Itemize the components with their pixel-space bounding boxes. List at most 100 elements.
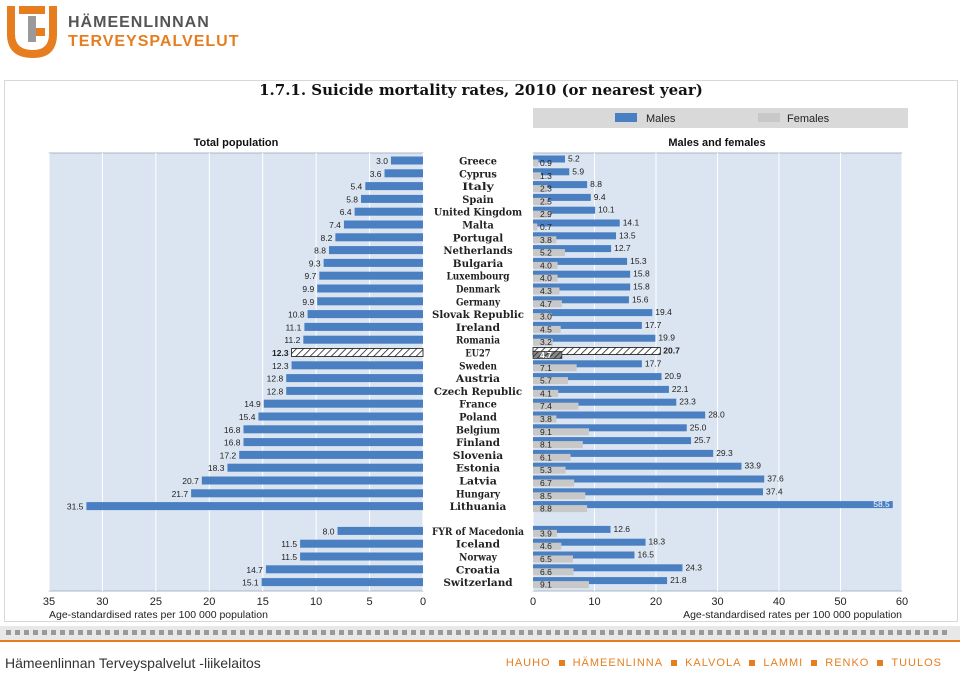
- footer-strip-dot: [816, 630, 821, 635]
- females-bar-value: 4.1: [540, 388, 552, 398]
- males-bar: [533, 219, 620, 227]
- left-bar-value: 9.9: [302, 297, 314, 307]
- footer-strip-dot: [564, 630, 569, 635]
- footer-strip-dot: [186, 630, 191, 635]
- footer-strip-dot: [582, 630, 587, 635]
- footer-strip-dot: [771, 630, 776, 635]
- footer-strip-dot: [618, 630, 623, 635]
- footer-town-label: RENKO: [825, 657, 870, 669]
- footer-strip-dot: [780, 630, 785, 635]
- females-bar-value: 3.8: [540, 235, 552, 245]
- footer-separator-icon: [811, 659, 818, 666]
- left-bar-value: 9.7: [305, 271, 317, 281]
- males-bar-value: 58.5: [873, 499, 890, 509]
- footer-strip-dot: [447, 630, 452, 635]
- males-bar-value: 20.7: [663, 346, 680, 356]
- category-label: Portugal: [453, 232, 503, 244]
- footer-town-label: TUULOS: [891, 657, 942, 669]
- left-x-tick-label: 10: [310, 596, 322, 608]
- footer-strip-dot: [555, 630, 560, 635]
- legend-box: [533, 108, 908, 128]
- males-bar-value: 16.5: [637, 550, 654, 560]
- females-bar: [533, 274, 558, 282]
- females-bar: [533, 581, 589, 589]
- males-bar-value: 24.3: [685, 562, 702, 572]
- left-bar-value: 11.5: [281, 552, 297, 562]
- footer-strip-dot: [33, 630, 38, 635]
- footer-separator-icon: [671, 659, 678, 666]
- males-bar-value: 20.9: [665, 371, 682, 381]
- males-bar: [533, 334, 656, 342]
- footer-divider: [0, 626, 960, 642]
- females-bar: [533, 249, 565, 257]
- males-bar: [533, 257, 628, 265]
- legend-swatch-males: [615, 113, 637, 122]
- footer-strip-dot: [474, 630, 479, 635]
- left-bar: [243, 438, 423, 447]
- footer-strip-dot: [267, 630, 272, 635]
- footer-town-label: KALVOLA: [685, 657, 742, 669]
- footer-town-label: HÄMEENLINNA: [572, 657, 664, 669]
- males-bar: [533, 385, 669, 393]
- females-bar: [533, 466, 566, 474]
- right-x-tick-label: 40: [773, 596, 785, 608]
- left-bar-value: 3.0: [376, 156, 388, 166]
- left-bar: [286, 386, 423, 395]
- males-bar-value: 13.5: [619, 230, 636, 240]
- left-bar: [286, 374, 423, 383]
- left-bar: [307, 310, 423, 319]
- females-bar: [533, 377, 569, 385]
- females-bar-value: 9.1: [540, 580, 552, 590]
- category-label: Hungary: [456, 488, 501, 500]
- footer-strip-dot: [312, 630, 317, 635]
- footer-strip-dot: [465, 630, 470, 635]
- left-bar: [303, 335, 423, 344]
- males-bar: [533, 245, 612, 253]
- left-bar-value: 6.4: [340, 207, 352, 217]
- males-bar-value: 15.3: [630, 256, 647, 266]
- left-bar-value: 15.4: [239, 412, 256, 422]
- males-bar-value: 15.8: [633, 269, 650, 279]
- females-bar-value: 0.9: [540, 158, 552, 168]
- footer-strip-dot: [924, 630, 929, 635]
- left-bar-value: 16.8: [224, 425, 241, 435]
- right-x-tick-label: 60: [896, 596, 908, 608]
- females-bar: [533, 236, 557, 244]
- females-bar: [533, 325, 561, 333]
- males-bar-value: 28.0: [708, 410, 725, 420]
- category-label: Italy: [462, 181, 495, 193]
- females-bar: [533, 261, 558, 269]
- males-bar: [533, 525, 611, 533]
- footer-strip-dot: [825, 630, 830, 635]
- left-bar-value: 12.8: [267, 386, 284, 396]
- males-bar: [533, 270, 631, 278]
- left-bar-value: 12.3: [272, 361, 289, 371]
- footer-strip-dot: [933, 630, 938, 635]
- left-bar: [263, 399, 423, 408]
- category-label: Cyprus: [459, 168, 497, 180]
- males-bar-value: 29.3: [716, 448, 733, 458]
- category-label: Czech Republic: [434, 386, 522, 398]
- footer-town-label: LAMMI: [763, 657, 804, 669]
- females-bar-value: 4.7: [540, 350, 552, 360]
- females-bar-value: 5.2: [540, 248, 552, 258]
- males-bar-value: 15.8: [633, 282, 650, 292]
- footer-strip-dot: [735, 630, 740, 635]
- footer-strip-dot: [276, 630, 281, 635]
- chart-title: 1.7.1. Suicide mortality rates, 2010 (or…: [259, 81, 703, 99]
- footer-strip-dot: [240, 630, 245, 635]
- footer-strip-dot: [699, 630, 704, 635]
- footer-strip-dot: [627, 630, 632, 635]
- males-bar-value: 8.8: [590, 179, 602, 189]
- females-bar: [533, 505, 588, 513]
- footer-strip-dot: [105, 630, 110, 635]
- footer-strip-dot: [330, 630, 335, 635]
- footer-strip-dot: [609, 630, 614, 635]
- females-bar-value: 4.7: [540, 299, 552, 309]
- males-bar: [533, 411, 706, 419]
- females-bar-value: 8.1: [540, 440, 552, 450]
- females-bar: [533, 441, 583, 449]
- females-bar: [533, 568, 574, 576]
- category-label: United Kingdom: [434, 207, 522, 219]
- left-bar-value: 5.4: [350, 182, 362, 192]
